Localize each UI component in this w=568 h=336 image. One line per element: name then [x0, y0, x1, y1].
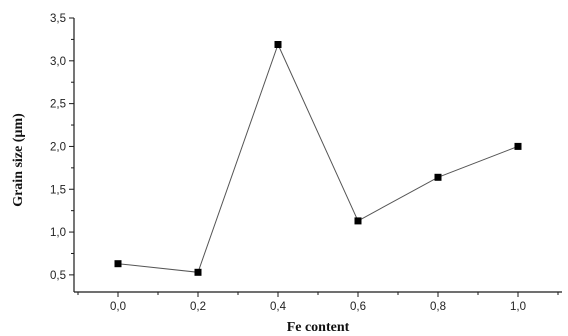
- series: [114, 41, 522, 276]
- x-ticks: 0,0 0,2 0,4 0,6 0,8 1,0: [77, 292, 559, 313]
- axes: [73, 18, 562, 293]
- x-tick-label: 0,2: [190, 301, 206, 313]
- data-point: [354, 217, 362, 225]
- y-tick-label: 1,0: [50, 227, 66, 239]
- data-point: [114, 260, 122, 268]
- x-tick-label: 1,0: [510, 301, 526, 313]
- y-tick-label: 3,0: [50, 56, 66, 68]
- y-tick-label: 1,5: [50, 184, 66, 196]
- data-point: [514, 142, 522, 150]
- series-line: [117, 43, 519, 273]
- y-axis-title: Grain size (µm): [11, 113, 26, 207]
- data-point: [434, 173, 442, 181]
- y-tick-label: 2,0: [50, 141, 66, 153]
- y-tick-label: 2,5: [50, 99, 66, 111]
- x-tick-label: 0,8: [430, 301, 446, 313]
- y-ticks: 0,5 1,0 1,5 2,0 2,5 3,0 3,5: [50, 13, 74, 282]
- x-tick-label: 0,4: [270, 301, 287, 313]
- x-tick-label: 0,0: [110, 301, 126, 313]
- x-tick-label: 0,6: [350, 301, 366, 313]
- y-tick-label: 3,5: [50, 13, 66, 25]
- x-axis-title: Fe content: [287, 320, 350, 335]
- data-point: [194, 268, 202, 276]
- data-point: [274, 41, 282, 48]
- y-tick-label: 0,5: [50, 270, 66, 282]
